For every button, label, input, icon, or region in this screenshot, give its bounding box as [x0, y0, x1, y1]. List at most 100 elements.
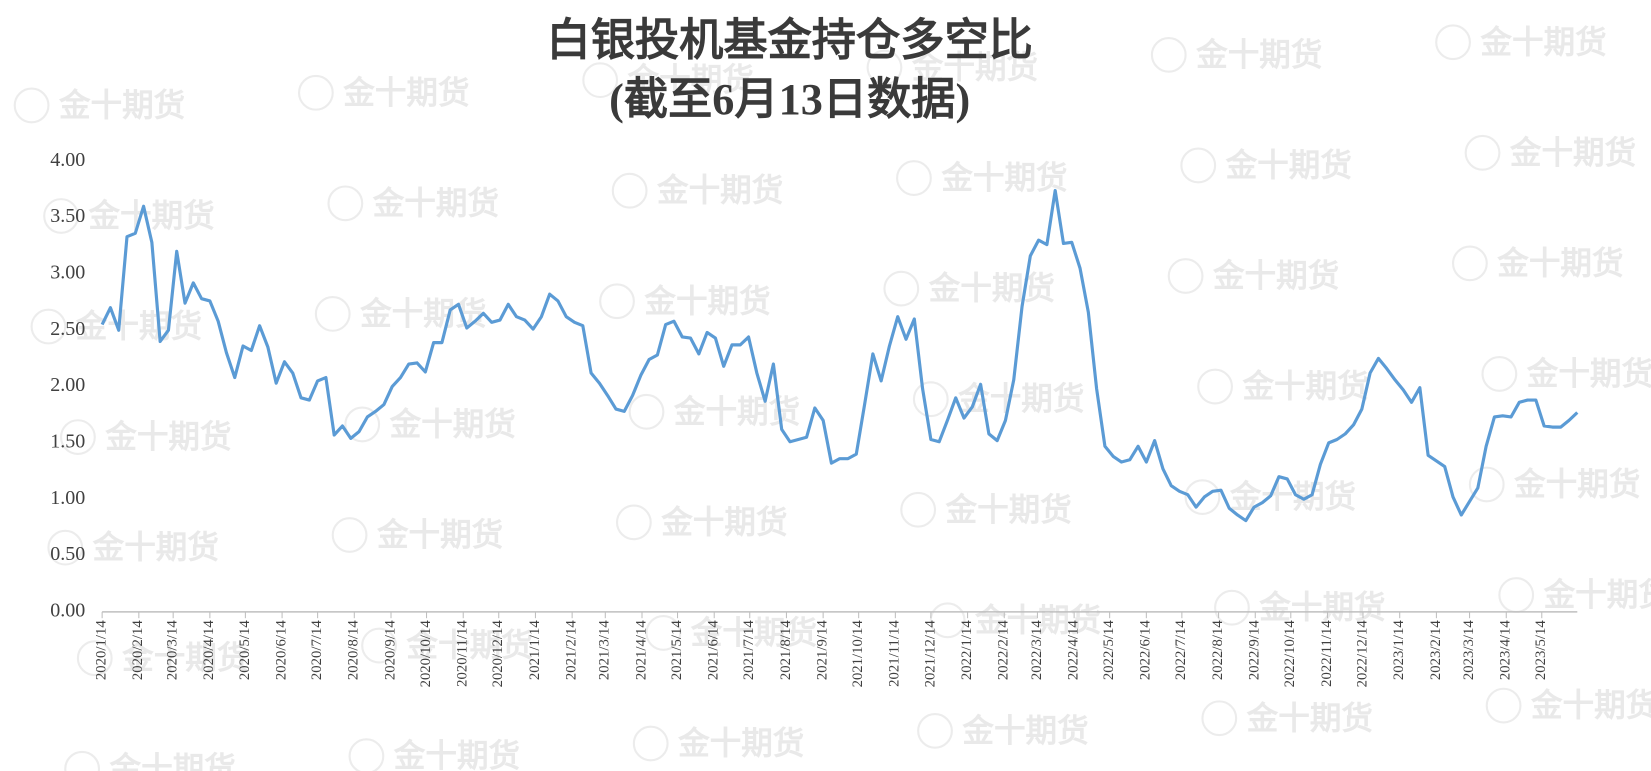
- watermark: 金十期货: [1479, 24, 1606, 61]
- x-tick-label: 2020/12/14: [490, 620, 506, 688]
- watermark-icon: [628, 393, 665, 430]
- watermark: 金十期货: [58, 87, 185, 124]
- watermark-icon: [1167, 258, 1204, 294]
- watermark-icon: [896, 160, 932, 196]
- x-tick-label: 2020/7/14: [309, 620, 325, 680]
- x-tick-label: 2022/11/14: [1319, 620, 1335, 687]
- watermark: 金十期货: [1241, 368, 1368, 405]
- watermark: 金十期货: [1509, 134, 1636, 171]
- x-tick-label: 2020/2/14: [130, 620, 146, 680]
- watermark-icon: [1498, 577, 1535, 613]
- watermark-icon: [611, 172, 648, 209]
- y-tick-label: 0.50: [50, 543, 85, 565]
- watermark-icon: [314, 296, 351, 332]
- x-tick-label: 2022/9/14: [1247, 620, 1263, 680]
- watermark: 金十期货: [405, 627, 532, 664]
- x-tick-label: 2022/12/14: [1354, 620, 1370, 688]
- y-tick-label: 4.00: [50, 149, 85, 171]
- watermark: 金十期货: [1543, 577, 1651, 614]
- x-tick-label: 2021/1/14: [527, 620, 543, 680]
- x-tick-label: 2023/4/14: [1498, 620, 1514, 680]
- x-tick-label: 2023/5/14: [1533, 620, 1549, 680]
- watermark-icon: [929, 602, 966, 639]
- y-tick-label: 1.00: [50, 487, 85, 509]
- watermark: 金十期货: [974, 602, 1101, 639]
- watermark: 金十期货: [643, 283, 770, 320]
- watermark: 金十期货: [389, 406, 516, 443]
- y-tick-label: 1.50: [50, 430, 85, 452]
- watermark-icon: [1180, 147, 1217, 184]
- x-tick-label: 2021/6/14: [706, 620, 722, 680]
- watermark: 金十期货: [677, 725, 804, 762]
- watermark-icon: [900, 491, 937, 528]
- watermark-icon: [645, 615, 682, 651]
- x-tick-label: 2020/11/14: [455, 620, 471, 687]
- watermark: 金十期货: [660, 504, 787, 541]
- watermark-icon: [47, 529, 84, 566]
- x-tick-label: 2020/8/14: [346, 620, 362, 680]
- watermark-icon: [599, 283, 635, 320]
- watermark-icon: [361, 627, 397, 664]
- watermark-icon: [582, 62, 619, 99]
- x-tick-label: 2021/5/14: [669, 620, 685, 680]
- watermark-icon: [1451, 245, 1488, 282]
- x-tick-label: 2022/8/14: [1210, 620, 1226, 680]
- watermark: 金十期货: [393, 738, 520, 771]
- x-tick-label: 2021/11/14: [887, 620, 903, 687]
- chart-title: 白银投机基金持仓多空比: [546, 16, 1032, 65]
- watermark-icon: [64, 750, 101, 771]
- watermark-icon: [1214, 589, 1250, 626]
- watermark: 金十期货: [92, 529, 219, 566]
- x-tick-label: 2021/9/14: [815, 620, 831, 680]
- watermark-icon: [883, 270, 920, 307]
- x-tick-label: 2022/2/14: [996, 620, 1012, 680]
- x-tick-label: 2021/7/14: [741, 620, 757, 680]
- x-tick-label: 2020/3/14: [165, 620, 181, 680]
- watermark-icon: [1481, 356, 1518, 392]
- x-tick-label: 2022/10/14: [1282, 620, 1298, 688]
- watermark-icon: [348, 738, 385, 771]
- watermark: 金十期货: [109, 750, 236, 771]
- x-tick-label: 2021/12/14: [922, 620, 938, 688]
- watermark: 金十期货: [1513, 466, 1640, 503]
- watermark: 金十期货: [627, 62, 754, 99]
- x-tick-label: 2023/2/14: [1428, 620, 1444, 680]
- watermark: 金十期货: [1195, 36, 1322, 73]
- x-tick-label: 2020/6/14: [273, 620, 289, 680]
- x-tick-label: 2023/1/14: [1391, 620, 1407, 680]
- watermark-icon: [43, 198, 79, 234]
- watermark: 金十期货: [104, 419, 231, 456]
- watermark: 金十期货: [1530, 687, 1651, 724]
- watermark-icon: [912, 381, 949, 418]
- x-tick-label: 2022/1/14: [959, 620, 975, 680]
- watermark: 金十期货: [376, 517, 503, 554]
- watermark: 金十期货: [1258, 589, 1385, 626]
- watermark-icon: [30, 308, 67, 345]
- watermark: 金十期货: [372, 185, 499, 222]
- watermark-icon: [76, 640, 113, 677]
- watermark-icon: [632, 725, 669, 762]
- y-tick-label: 2.00: [50, 374, 85, 396]
- watermark: 金十期货: [940, 160, 1067, 197]
- watermark-icon: [331, 517, 368, 553]
- watermark-icon: [1150, 36, 1187, 73]
- x-tick-label: 2021/10/14: [850, 620, 866, 688]
- x-tick-label: 2022/5/14: [1101, 620, 1117, 680]
- y-tick-label: 2.50: [50, 318, 85, 340]
- watermark: 金十期货: [1225, 147, 1352, 184]
- watermark: 金十期货: [342, 74, 469, 111]
- x-tick-label: 2020/10/14: [418, 620, 434, 688]
- x-tick-label: 2022/6/14: [1138, 620, 1154, 680]
- y-tick-label: 3.00: [50, 261, 85, 283]
- watermark: 金十期货: [1246, 700, 1373, 737]
- watermark-icon: [1468, 466, 1505, 503]
- x-tick-label: 2021/3/14: [597, 620, 613, 680]
- watermark: 金十期货: [656, 172, 783, 209]
- watermark-icon: [1485, 687, 1522, 724]
- y-tick-label: 0.00: [50, 599, 85, 621]
- watermark-icon: [1201, 700, 1238, 737]
- watermark: 金十期货: [1496, 245, 1623, 282]
- x-tick-label: 2022/3/14: [1029, 620, 1045, 680]
- watermark-icon: [1197, 368, 1233, 405]
